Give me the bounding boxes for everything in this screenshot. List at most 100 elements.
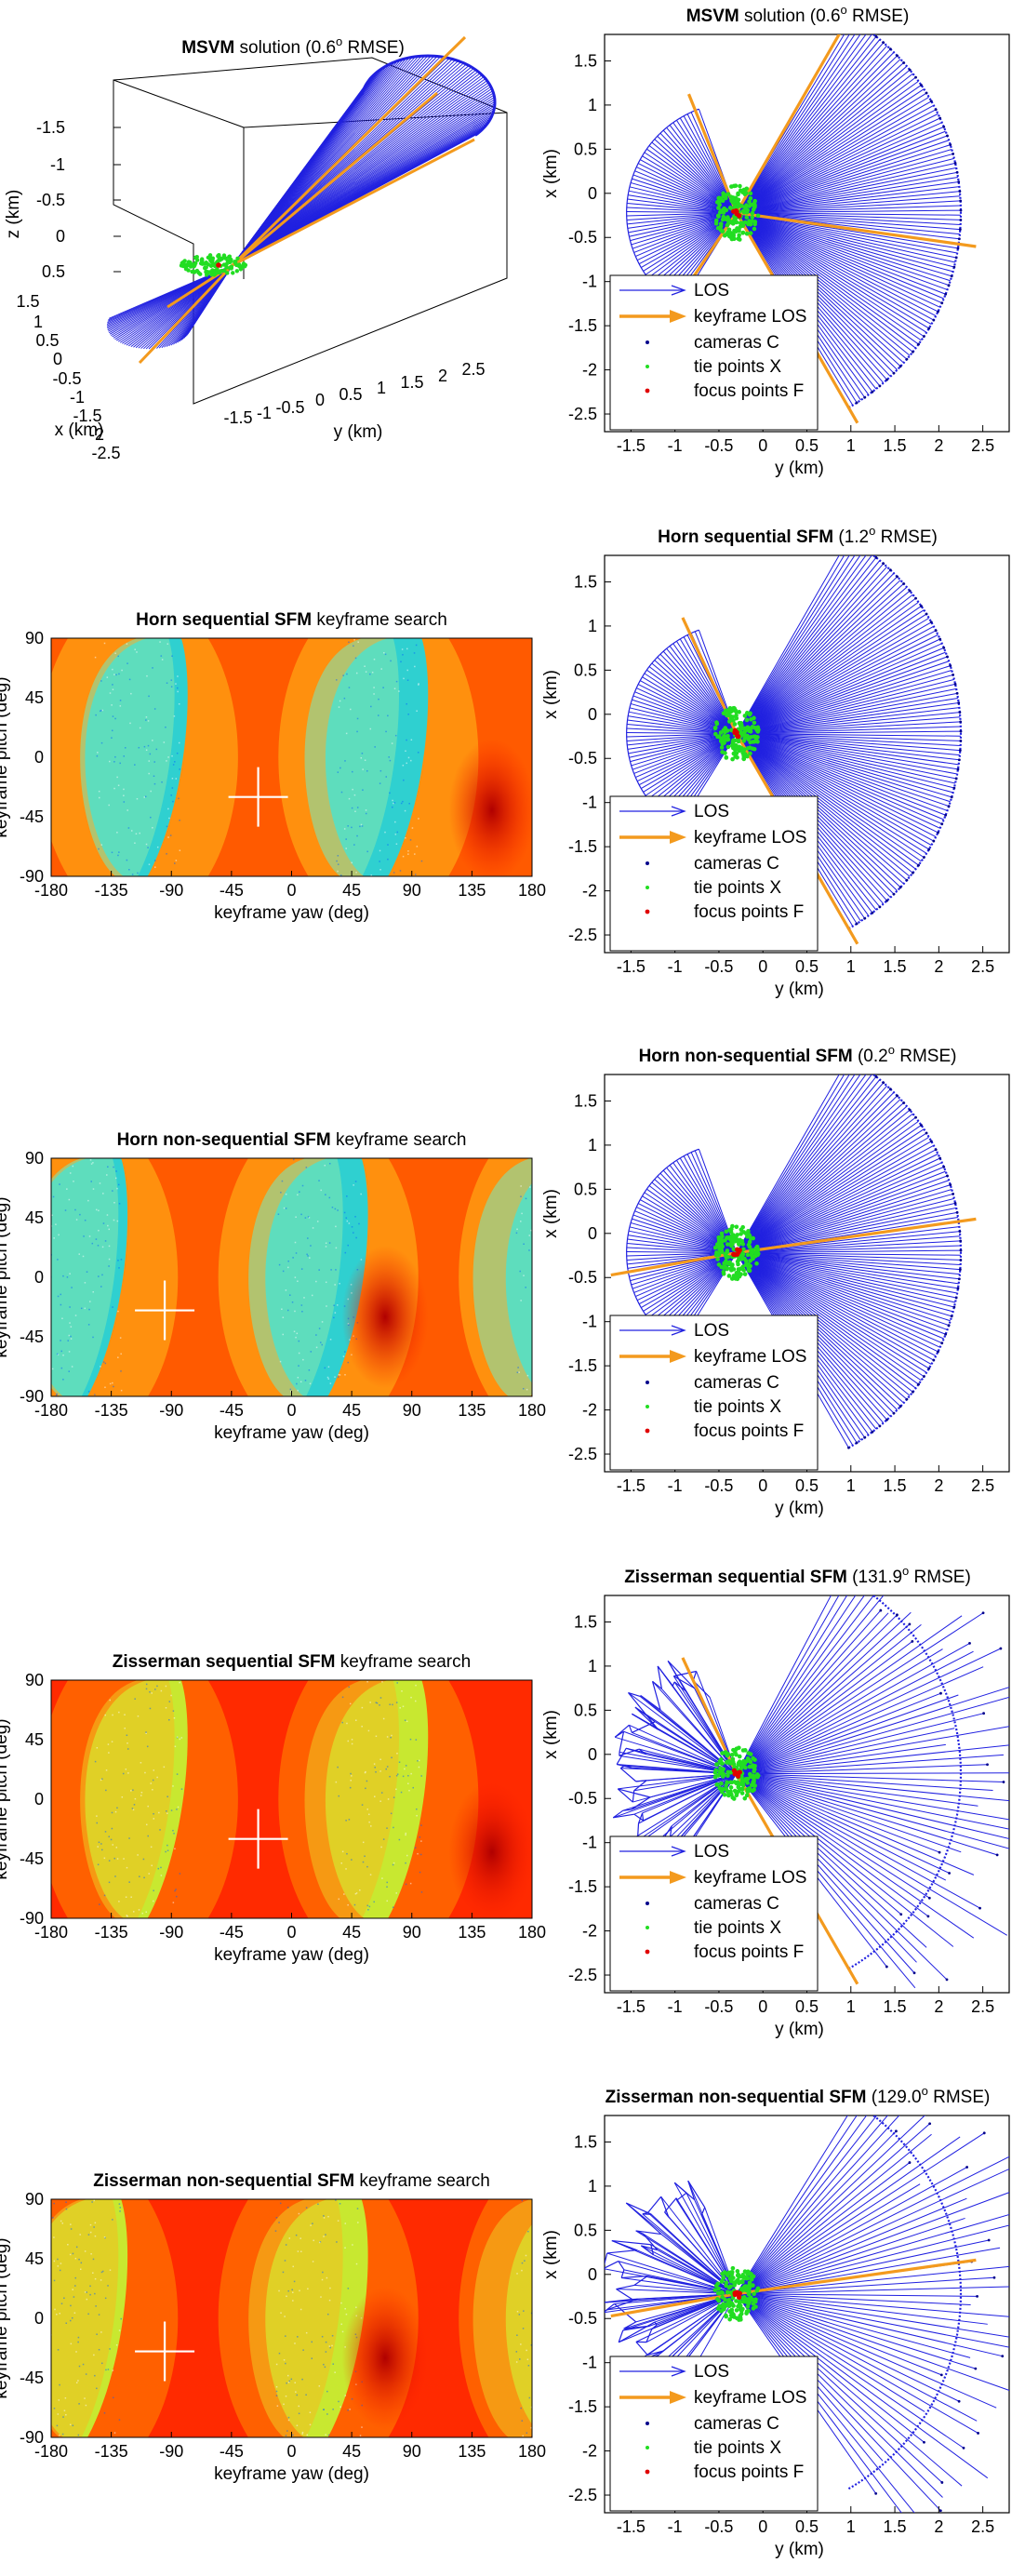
los-ray [736,1744,1009,1775]
legend-label: tie points X [694,878,781,898]
noise-dot [417,1852,419,1855]
y-tick-label: -90 [20,1387,44,1406]
camera-point [940,1341,944,1345]
noise-dot [94,2277,97,2280]
los-ray [736,109,937,214]
tie-point [742,714,748,718]
tie-point [731,2312,736,2317]
los-ray [626,733,737,738]
los-ray [736,48,891,214]
camera-path [626,744,629,750]
noise-dot [566,1231,567,1233]
plot-area [626,555,963,945]
tie-point [732,2280,737,2286]
tie-point [737,721,742,726]
tie-point [745,725,751,730]
noise-dot [153,1889,154,1892]
noise-dot [137,1715,140,1717]
legend-label: keyframe LOS [694,1868,806,1888]
tie-point [721,1269,726,1275]
camera-point [855,1441,859,1445]
noise-dot [546,2222,548,2223]
noise-dot [402,654,404,656]
noise-dot [601,1308,603,1310]
noise-dot [313,2239,314,2242]
los-ray [736,167,957,214]
los-ray [736,186,960,214]
noise-dot [289,1294,291,1296]
noise-dot [165,1707,167,1709]
noise-dot [593,1299,595,1301]
noise-dot [35,2425,37,2427]
noise-dot [91,2201,93,2203]
tie-point [713,2283,719,2289]
noise-dot [85,2373,87,2375]
noise-dot [576,1295,578,1297]
noise-dot [167,836,169,838]
noise-dot [398,690,400,692]
noise-dot [287,1266,289,1269]
camera-point [986,1763,989,1767]
y-tick-label: -1 [257,404,272,422]
los-ray [736,609,925,735]
tie-point [716,206,721,210]
noise-dot [59,2312,61,2315]
x-tick-label: 1 [846,436,856,455]
noise-dot [60,1367,63,1369]
camera-point [946,134,949,138]
los-ray [736,212,958,254]
noise-dot [124,747,126,749]
noise-dot [111,1741,113,1742]
noise-dot [291,2289,293,2291]
noise-dot [366,1809,368,1810]
noise-dot [128,1837,130,1839]
camera-path [626,715,629,721]
los-ray [736,716,961,735]
noise-dot [297,2250,300,2252]
noise-dot [385,776,387,778]
noise-dot [47,1360,49,1362]
noise-dot [134,764,136,766]
noise-dot [68,1351,71,1353]
legend-label: tie points X [694,1918,781,1938]
los-ray [736,586,908,735]
tie-point [727,2316,732,2322]
noise-dot [98,848,100,850]
camera-path [687,2180,706,2209]
x-tick-label: 0.5 [795,436,819,455]
camera-point [950,274,953,278]
noise-dot [355,1892,358,1894]
noise-dot [138,746,140,749]
noise-dot [353,1184,354,1186]
noise-dot [541,2409,543,2411]
noise-dot [382,687,384,688]
los-ray [636,212,738,261]
noise-dot [390,660,392,662]
noise-dot [407,756,410,759]
noise-dot [325,1242,327,1245]
noise-dot [100,1843,102,1845]
noise-dot [178,797,180,800]
camera-path [651,1179,656,1183]
noise-dot [96,2333,98,2335]
noise-dot [535,1195,537,1197]
camera-point [885,378,888,381]
noise-dot [516,2311,519,2313]
noise-dot [119,1337,122,1339]
los-ray [736,34,861,213]
los-ray [736,1149,937,1254]
noise-dot [562,2356,564,2358]
noise-dot [111,737,113,739]
noise-dot [310,1351,313,1353]
los-ray [736,594,913,735]
keyframe-los [735,34,841,214]
noise-dot [396,1773,399,1775]
title-bold: Zisserman non-sequential SFM [606,2088,872,2107]
noise-dot [166,825,168,828]
los-ray [736,212,927,333]
x-tick-label: 90 [403,1401,421,1420]
noise-dot [325,1281,327,1284]
noise-dot [565,1371,566,1373]
tie-point [728,1785,734,1790]
tie-point [748,1258,752,1263]
